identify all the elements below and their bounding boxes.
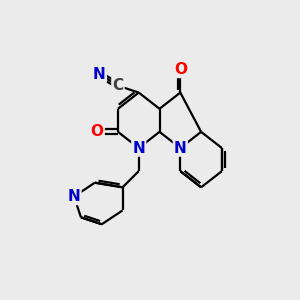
Text: N: N: [68, 189, 80, 204]
Text: O: O: [174, 62, 187, 77]
Text: C: C: [112, 78, 124, 93]
Text: N: N: [93, 67, 106, 82]
Text: N: N: [174, 140, 187, 155]
Text: N: N: [132, 140, 145, 155]
Text: O: O: [91, 124, 104, 140]
